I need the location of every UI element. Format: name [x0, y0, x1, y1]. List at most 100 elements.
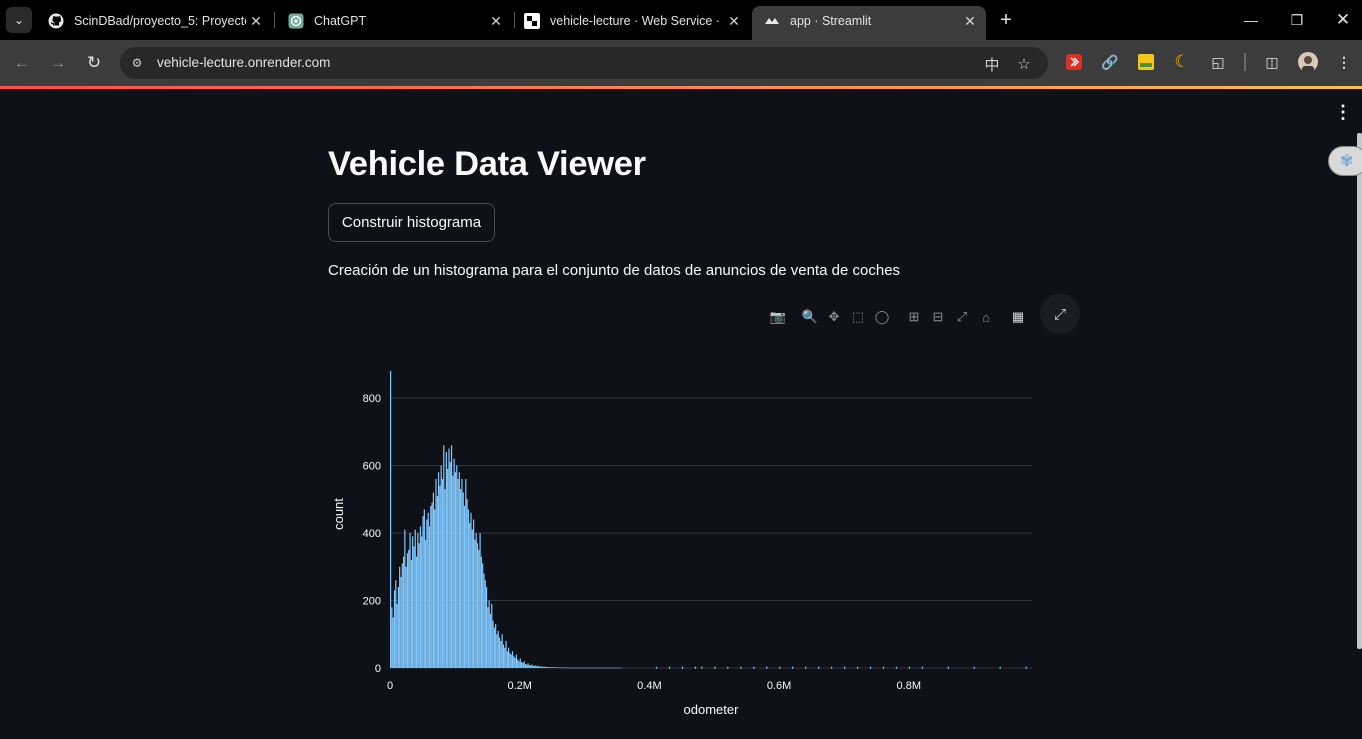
histogram-bar[interactable] [466, 499, 468, 668]
histogram-bar[interactable] [413, 546, 415, 669]
histogram-bar[interactable] [869, 666, 872, 669]
histogram-bar[interactable] [415, 556, 418, 668]
avatar[interactable] [1298, 52, 1318, 72]
histogram-bar[interactable] [436, 495, 438, 668]
minimize-button[interactable]: — [1228, 0, 1274, 40]
histogram-bar[interactable] [401, 563, 403, 668]
histogram-bar[interactable] [421, 536, 423, 668]
address-bar[interactable]: ⚙ vehicle-lecture.onrender.com 中 ☆ [120, 47, 1048, 79]
histogram-bar[interactable] [581, 667, 584, 669]
histogram-bar[interactable] [578, 667, 580, 669]
histogram-bar[interactable] [460, 489, 462, 668]
histogram-bar[interactable] [601, 667, 603, 669]
histogram-bar[interactable] [517, 659, 519, 668]
histogram-bar[interactable] [843, 666, 846, 669]
histogram-bar[interactable] [681, 666, 684, 669]
histogram-bar[interactable] [818, 666, 820, 669]
histogram-bar[interactable] [524, 663, 527, 668]
star-icon[interactable]: ☆ [1017, 56, 1031, 73]
histogram-bar[interactable] [597, 667, 599, 669]
histogram-bar[interactable] [539, 666, 541, 668]
histogram-bar[interactable] [541, 666, 543, 668]
lasso-icon[interactable]: ◯ [874, 309, 890, 324]
histogram-bar[interactable] [482, 563, 484, 668]
histogram-bar[interactable] [895, 666, 898, 669]
histogram-bar[interactable] [419, 526, 422, 668]
histogram-bar[interactable] [496, 634, 498, 668]
histogram-bar[interactable] [921, 666, 924, 669]
histogram-bar[interactable] [575, 667, 577, 669]
histogram-bar[interactable] [488, 600, 490, 669]
restore-button[interactable]: ❐ [1274, 0, 1320, 40]
histogram-bar[interactable] [478, 549, 480, 668]
histogram-bar[interactable] [458, 472, 460, 668]
histogram-bar[interactable] [505, 641, 507, 668]
main-menu-icon[interactable]: ⋮ [1334, 101, 1352, 122]
histogram-bar[interactable] [535, 665, 537, 668]
histogram-bar[interactable] [430, 506, 432, 668]
translate-icon[interactable]: 中 [984, 56, 1000, 74]
scrollbar[interactable] [1357, 133, 1362, 649]
histogram-bar[interactable] [593, 667, 595, 669]
histogram-bar[interactable] [584, 667, 586, 669]
histogram-bar[interactable] [562, 667, 564, 669]
histogram-bar[interactable] [461, 479, 463, 668]
histogram-bar[interactable] [543, 666, 545, 668]
histogram-bar[interactable] [405, 566, 407, 668]
histogram-bar[interactable] [487, 607, 489, 668]
histogram-bar[interactable] [655, 666, 658, 669]
histogram-bar[interactable] [619, 667, 621, 669]
histogram-bar[interactable] [604, 667, 606, 669]
histogram-bar[interactable] [610, 667, 612, 669]
histogram-bar[interactable] [441, 479, 444, 668]
histogram-bar[interactable] [445, 452, 447, 668]
histogram-bar[interactable] [476, 543, 479, 668]
histogram-bar[interactable] [501, 634, 503, 668]
histogram-bar[interactable] [462, 492, 464, 669]
extension-red-icon[interactable] [1064, 52, 1084, 72]
histogram-bar[interactable] [856, 666, 859, 669]
close-icon[interactable]: ✕ [728, 12, 740, 29]
histogram-bar[interactable] [457, 479, 459, 668]
autoscale-icon[interactable]: ⤢ [956, 309, 968, 324]
histogram-bar[interactable] [426, 519, 428, 669]
histogram-bar[interactable] [471, 529, 473, 668]
histogram-bar[interactable] [480, 556, 482, 668]
histogram-bar[interactable] [492, 620, 494, 668]
histogram-bar[interactable] [479, 533, 481, 668]
histogram-bar[interactable] [485, 587, 488, 668]
histogram-bar[interactable] [565, 667, 567, 668]
histogram-bar[interactable] [714, 666, 716, 669]
histogram-bar[interactable] [568, 667, 571, 669]
histogram-bar[interactable] [557, 667, 559, 669]
histogram-bar[interactable] [469, 522, 471, 668]
histogram-bar[interactable] [616, 667, 619, 669]
zoom-in-icon[interactable]: ⊞ [908, 309, 920, 324]
histogram-bar[interactable] [444, 489, 446, 668]
histogram-bar[interactable] [615, 667, 617, 669]
histogram-bar[interactable] [454, 472, 457, 668]
histogram-bar[interactable] [434, 509, 436, 668]
histogram-bar[interactable] [511, 651, 514, 668]
histogram-bar[interactable] [406, 553, 409, 668]
extension-yellow-icon[interactable] [1136, 52, 1156, 72]
histogram-bar[interactable] [447, 468, 449, 668]
histogram-bar[interactable] [548, 667, 550, 668]
histogram-bar[interactable] [882, 666, 885, 669]
histogram-bar[interactable] [497, 630, 499, 668]
histogram-bar[interactable] [546, 666, 549, 668]
histogram-bar[interactable] [449, 462, 451, 668]
histogram-bar[interactable] [510, 654, 512, 669]
histogram-bar[interactable] [498, 637, 501, 668]
histogram-bar[interactable] [753, 666, 755, 669]
histogram-bar[interactable] [613, 667, 615, 669]
histogram-bar[interactable] [518, 661, 520, 668]
histogram-bar[interactable] [533, 665, 536, 668]
link-icon[interactable]: 🔗 [1101, 53, 1119, 70]
histogram-bar[interactable] [509, 652, 511, 668]
histogram-bar[interactable] [591, 667, 593, 669]
histogram-bar[interactable] [508, 647, 510, 668]
histogram-bar[interactable] [559, 667, 562, 669]
histogram-bar[interactable] [532, 665, 534, 668]
histogram-bar[interactable] [947, 666, 949, 669]
